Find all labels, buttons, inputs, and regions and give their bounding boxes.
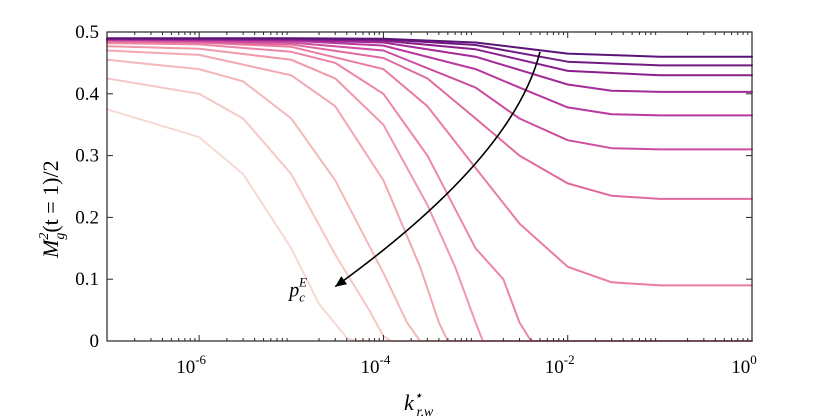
series-line-4 [106,49,753,342]
annotation-arrowhead [335,276,348,287]
series-line-3 [106,58,753,342]
series-line-10 [106,38,753,117]
y-tick-label-3: 0.3 [75,146,99,167]
y-axis-label: M2g(t = 1)/2 [37,160,68,259]
axes [106,31,753,342]
y-tick-label-1: 0.1 [75,269,99,290]
x-tick-label-3: 100 [731,352,757,378]
annotation-arrow [334,51,541,288]
ticks-group: 0 0.1 0.2 0.3 0.4 0.5 10-6 10-4 10-2 100 [75,22,757,378]
x-axis-label: k⋆ r,w [404,389,434,416]
annotation-label: pcE [287,275,307,305]
series-line-1 [106,108,753,342]
series-group [106,37,753,342]
plot-frame [106,31,753,342]
series-line-7 [106,40,753,287]
y-tick-label-2: 0.2 [75,207,99,228]
x-tick-label-1: 10-4 [361,352,391,378]
x-tick-label-2: 10-2 [545,352,575,378]
annotation-group: pcE [287,51,541,305]
x-tick-label-0: 10-6 [176,352,206,378]
y-tick-label-0: 0 [90,331,100,352]
y-tick-label-4: 0.4 [75,84,99,105]
series-line-14 [106,37,753,58]
series-line-9 [106,39,753,151]
series-line-2 [106,77,753,342]
series-line-5 [106,45,753,342]
y-tick-label-5: 0.5 [75,22,99,43]
series-line-6 [106,42,753,342]
